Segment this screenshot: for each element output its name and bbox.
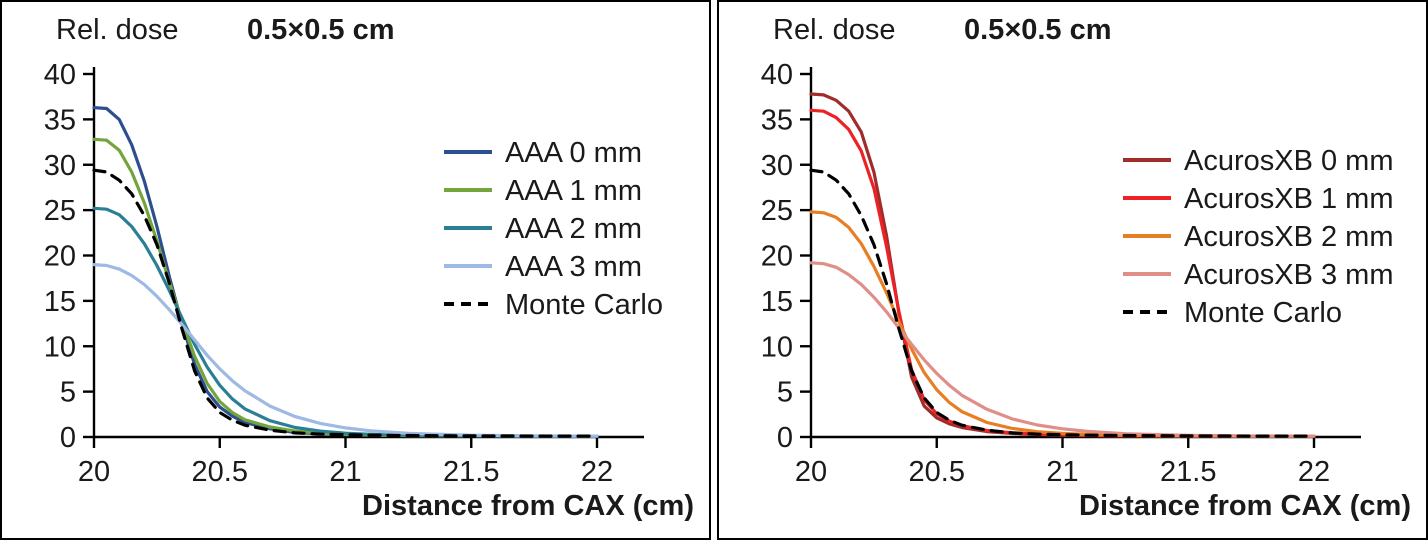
series-line-aaa-3-mm (92, 263, 599, 438)
y-tick-label: 0 (60, 422, 76, 454)
panel-aaa: Rel. dose 0.5×0.5 cm 0 5 10 15 20 25 30 35 40 20 2… (0, 0, 711, 540)
legend-label-aaa-3-mm: AAA 3 mm (505, 251, 642, 283)
y-tick-label: 35 (761, 104, 793, 136)
y-tick-label: 0 (777, 422, 793, 454)
x-tick-label: 20.5 (909, 456, 965, 488)
panel-acurosxb: Rel. dose 0.5×0.5 cm 0 5 10 15 20 25 30 35 40 20 2… (717, 0, 1428, 540)
x-axis-label: Distance from CAX (cm) (362, 490, 694, 522)
y-tick-label: 30 (761, 150, 793, 182)
x-tick-label: 21 (1046, 456, 1078, 488)
y-tick-label: 20 (44, 241, 76, 273)
x-tick-label: 21.5 (1160, 456, 1216, 488)
chart-header-aaa: Rel. dose 0.5×0.5 cm (2, 14, 709, 50)
x-tick-label: 22 (581, 456, 613, 488)
legend-label-acurosxb-2-mm: AcurosXB 2 mm (1184, 221, 1394, 253)
legend-item-acurosxb-1-mm: AcurosXB 1 mm (1123, 183, 1394, 215)
chart-header-acurosxb: Rel. dose 0.5×0.5 cm (719, 14, 1426, 50)
y-tick-label: 10 (44, 331, 76, 363)
legend-item-acurosxb-3-mm: AcurosXB 3 mm (1123, 259, 1394, 291)
field-size-title-acurosxb: 0.5×0.5 cm (964, 14, 1112, 46)
legend-label-aaa-2-mm: AAA 2 mm (505, 213, 642, 245)
x-tick-label: 21.5 (443, 456, 499, 488)
series-line-acurosxb-3-mm (809, 261, 1316, 438)
series-line-monte-carlo (809, 168, 1316, 438)
legend-item-monte-carlo: Monte Carlo (1123, 297, 1342, 329)
x-tick-label: 20 (78, 456, 110, 488)
y-axis-title-aaa: Rel. dose (56, 14, 179, 46)
legend-label-acurosxb-3-mm: AcurosXB 3 mm (1184, 259, 1394, 291)
field-size-title-aaa: 0.5×0.5 cm (247, 14, 395, 46)
legend-item-monte-carlo: Monte Carlo (444, 289, 663, 321)
x-tick-label: 21 (329, 456, 361, 488)
y-tick-label: 15 (44, 286, 76, 318)
y-tick-label: 25 (761, 195, 793, 227)
y-axis-title-acurosxb: Rel. dose (773, 14, 896, 46)
legend-item-aaa-3-mm: AAA 3 mm (444, 251, 642, 283)
y-tick-label: 30 (44, 150, 76, 182)
y-tick-label: 35 (44, 104, 76, 136)
axes (800, 67, 1361, 448)
legend-label-monte-carlo: Monte Carlo (1184, 297, 1342, 329)
legend-label-aaa-1-mm: AAA 1 mm (505, 175, 642, 207)
y-tick-label: 40 (44, 59, 76, 91)
y-tick-label: 40 (761, 59, 793, 91)
y-tick-label: 20 (761, 241, 793, 273)
y-tick-label: 25 (44, 195, 76, 227)
legend-item-acurosxb-0-mm: AcurosXB 0 mm (1123, 145, 1394, 177)
legend-label-monte-carlo: Monte Carlo (505, 289, 663, 321)
legend-item-aaa-0-mm: AAA 0 mm (444, 137, 642, 169)
legend-label-aaa-0-mm: AAA 0 mm (505, 137, 642, 169)
y-tick-label: 10 (761, 331, 793, 363)
y-tick-label: 5 (777, 377, 793, 409)
legend-item-aaa-2-mm: AAA 2 mm (444, 213, 642, 245)
series-line-monte-carlo (92, 168, 599, 438)
x-tick-label: 20.5 (192, 456, 248, 488)
x-tick-label: 20 (795, 456, 827, 488)
y-tick-label: 15 (761, 286, 793, 318)
legend-label-acurosxb-0-mm: AcurosXB 0 mm (1184, 145, 1394, 177)
x-axis-label: Distance from CAX (cm) (1079, 490, 1411, 522)
legend-item-acurosxb-2-mm: AcurosXB 2 mm (1123, 221, 1394, 253)
x-tick-label: 22 (1298, 456, 1330, 488)
legend-item-aaa-1-mm: AAA 1 mm (444, 175, 642, 207)
y-tick-label: 5 (60, 377, 76, 409)
legend-label-acurosxb-1-mm: AcurosXB 1 mm (1184, 183, 1394, 215)
